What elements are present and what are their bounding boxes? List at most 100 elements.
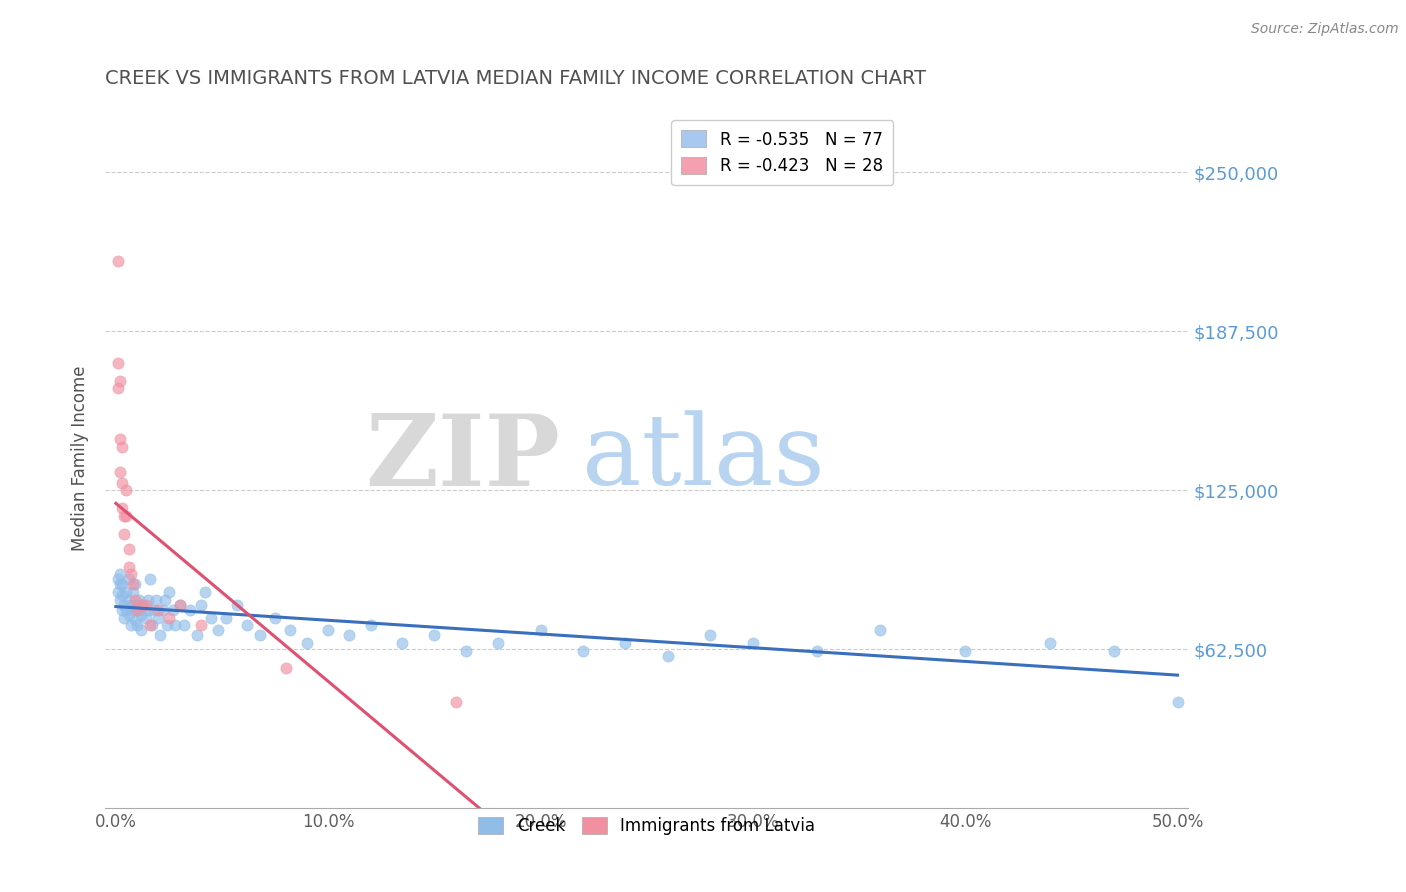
Point (339, 628, 361, 642)
Point (157, 585, 180, 599)
Point (1102, 643, 1125, 657)
Point (1039, 636, 1062, 650)
Point (207, 624, 229, 638)
Point (141, 618, 163, 632)
Point (115, 585, 138, 599)
Text: Source: ZipAtlas.com: Source: ZipAtlas.com (1251, 22, 1399, 37)
Point (869, 624, 891, 638)
Point (108, 466, 131, 480)
Point (132, 598, 155, 612)
Point (699, 628, 721, 642)
Point (124, 592, 146, 607)
Point (152, 603, 174, 617)
Point (136, 603, 159, 617)
Point (107, 254, 129, 268)
Point (1167, 694, 1189, 708)
Point (117, 541, 139, 556)
Point (139, 618, 162, 632)
Point (121, 603, 143, 617)
Point (953, 643, 976, 657)
Point (173, 618, 195, 632)
Point (316, 624, 339, 638)
Point (194, 585, 217, 599)
Point (115, 603, 138, 617)
Point (131, 624, 153, 638)
Point (120, 567, 142, 582)
Point (108, 592, 131, 607)
Point (108, 577, 131, 591)
Point (107, 382, 129, 396)
Point (145, 592, 167, 607)
Point (249, 628, 271, 642)
Point (111, 501, 134, 516)
Point (135, 610, 157, 624)
Point (456, 643, 478, 657)
Point (136, 592, 159, 607)
Point (156, 618, 179, 632)
Point (162, 603, 184, 617)
Point (806, 643, 828, 657)
Point (107, 585, 129, 599)
Point (179, 603, 201, 617)
Point (128, 592, 150, 607)
Point (111, 475, 134, 490)
Point (149, 628, 172, 642)
Point (148, 603, 170, 617)
Point (125, 598, 148, 612)
Point (169, 598, 191, 612)
Point (108, 433, 131, 447)
Point (107, 573, 129, 587)
Point (200, 610, 222, 624)
Point (112, 598, 135, 612)
Point (190, 598, 212, 612)
Point (423, 628, 446, 642)
Point (121, 577, 143, 591)
Point (128, 603, 150, 617)
Point (131, 598, 153, 612)
Point (215, 610, 238, 624)
Point (125, 618, 148, 632)
Point (529, 624, 551, 638)
Point (139, 573, 162, 587)
Point (112, 526, 135, 541)
Point (572, 643, 595, 657)
Text: atlas: atlas (582, 410, 824, 507)
Point (264, 610, 287, 624)
Point (107, 356, 129, 370)
Point (117, 607, 139, 622)
Point (148, 610, 170, 624)
Point (486, 636, 509, 650)
Point (741, 636, 763, 650)
Point (117, 573, 139, 587)
Point (111, 577, 134, 591)
Point (295, 636, 318, 650)
Point (186, 628, 208, 642)
Point (111, 588, 134, 602)
Text: CREEK VS IMMIGRANTS FROM LATVIA MEDIAN FAMILY INCOME CORRELATION CHART: CREEK VS IMMIGRANTS FROM LATVIA MEDIAN F… (105, 69, 927, 87)
Point (236, 618, 259, 632)
Point (143, 603, 166, 617)
Point (135, 598, 157, 612)
Point (115, 508, 138, 523)
Point (131, 607, 153, 622)
Point (614, 636, 637, 650)
Point (112, 610, 135, 624)
Point (121, 585, 143, 599)
Point (112, 508, 135, 523)
Text: ZIP: ZIP (366, 410, 560, 507)
Point (391, 636, 413, 650)
Point (111, 603, 134, 617)
Point (225, 598, 247, 612)
Point (120, 598, 142, 612)
Point (125, 603, 148, 617)
Point (153, 592, 176, 607)
Point (120, 618, 142, 632)
Point (190, 618, 212, 632)
Point (278, 624, 301, 638)
Point (111, 440, 134, 454)
Point (657, 648, 679, 663)
Point (108, 567, 131, 582)
Point (124, 577, 146, 591)
Point (360, 618, 382, 632)
Point (117, 559, 139, 574)
